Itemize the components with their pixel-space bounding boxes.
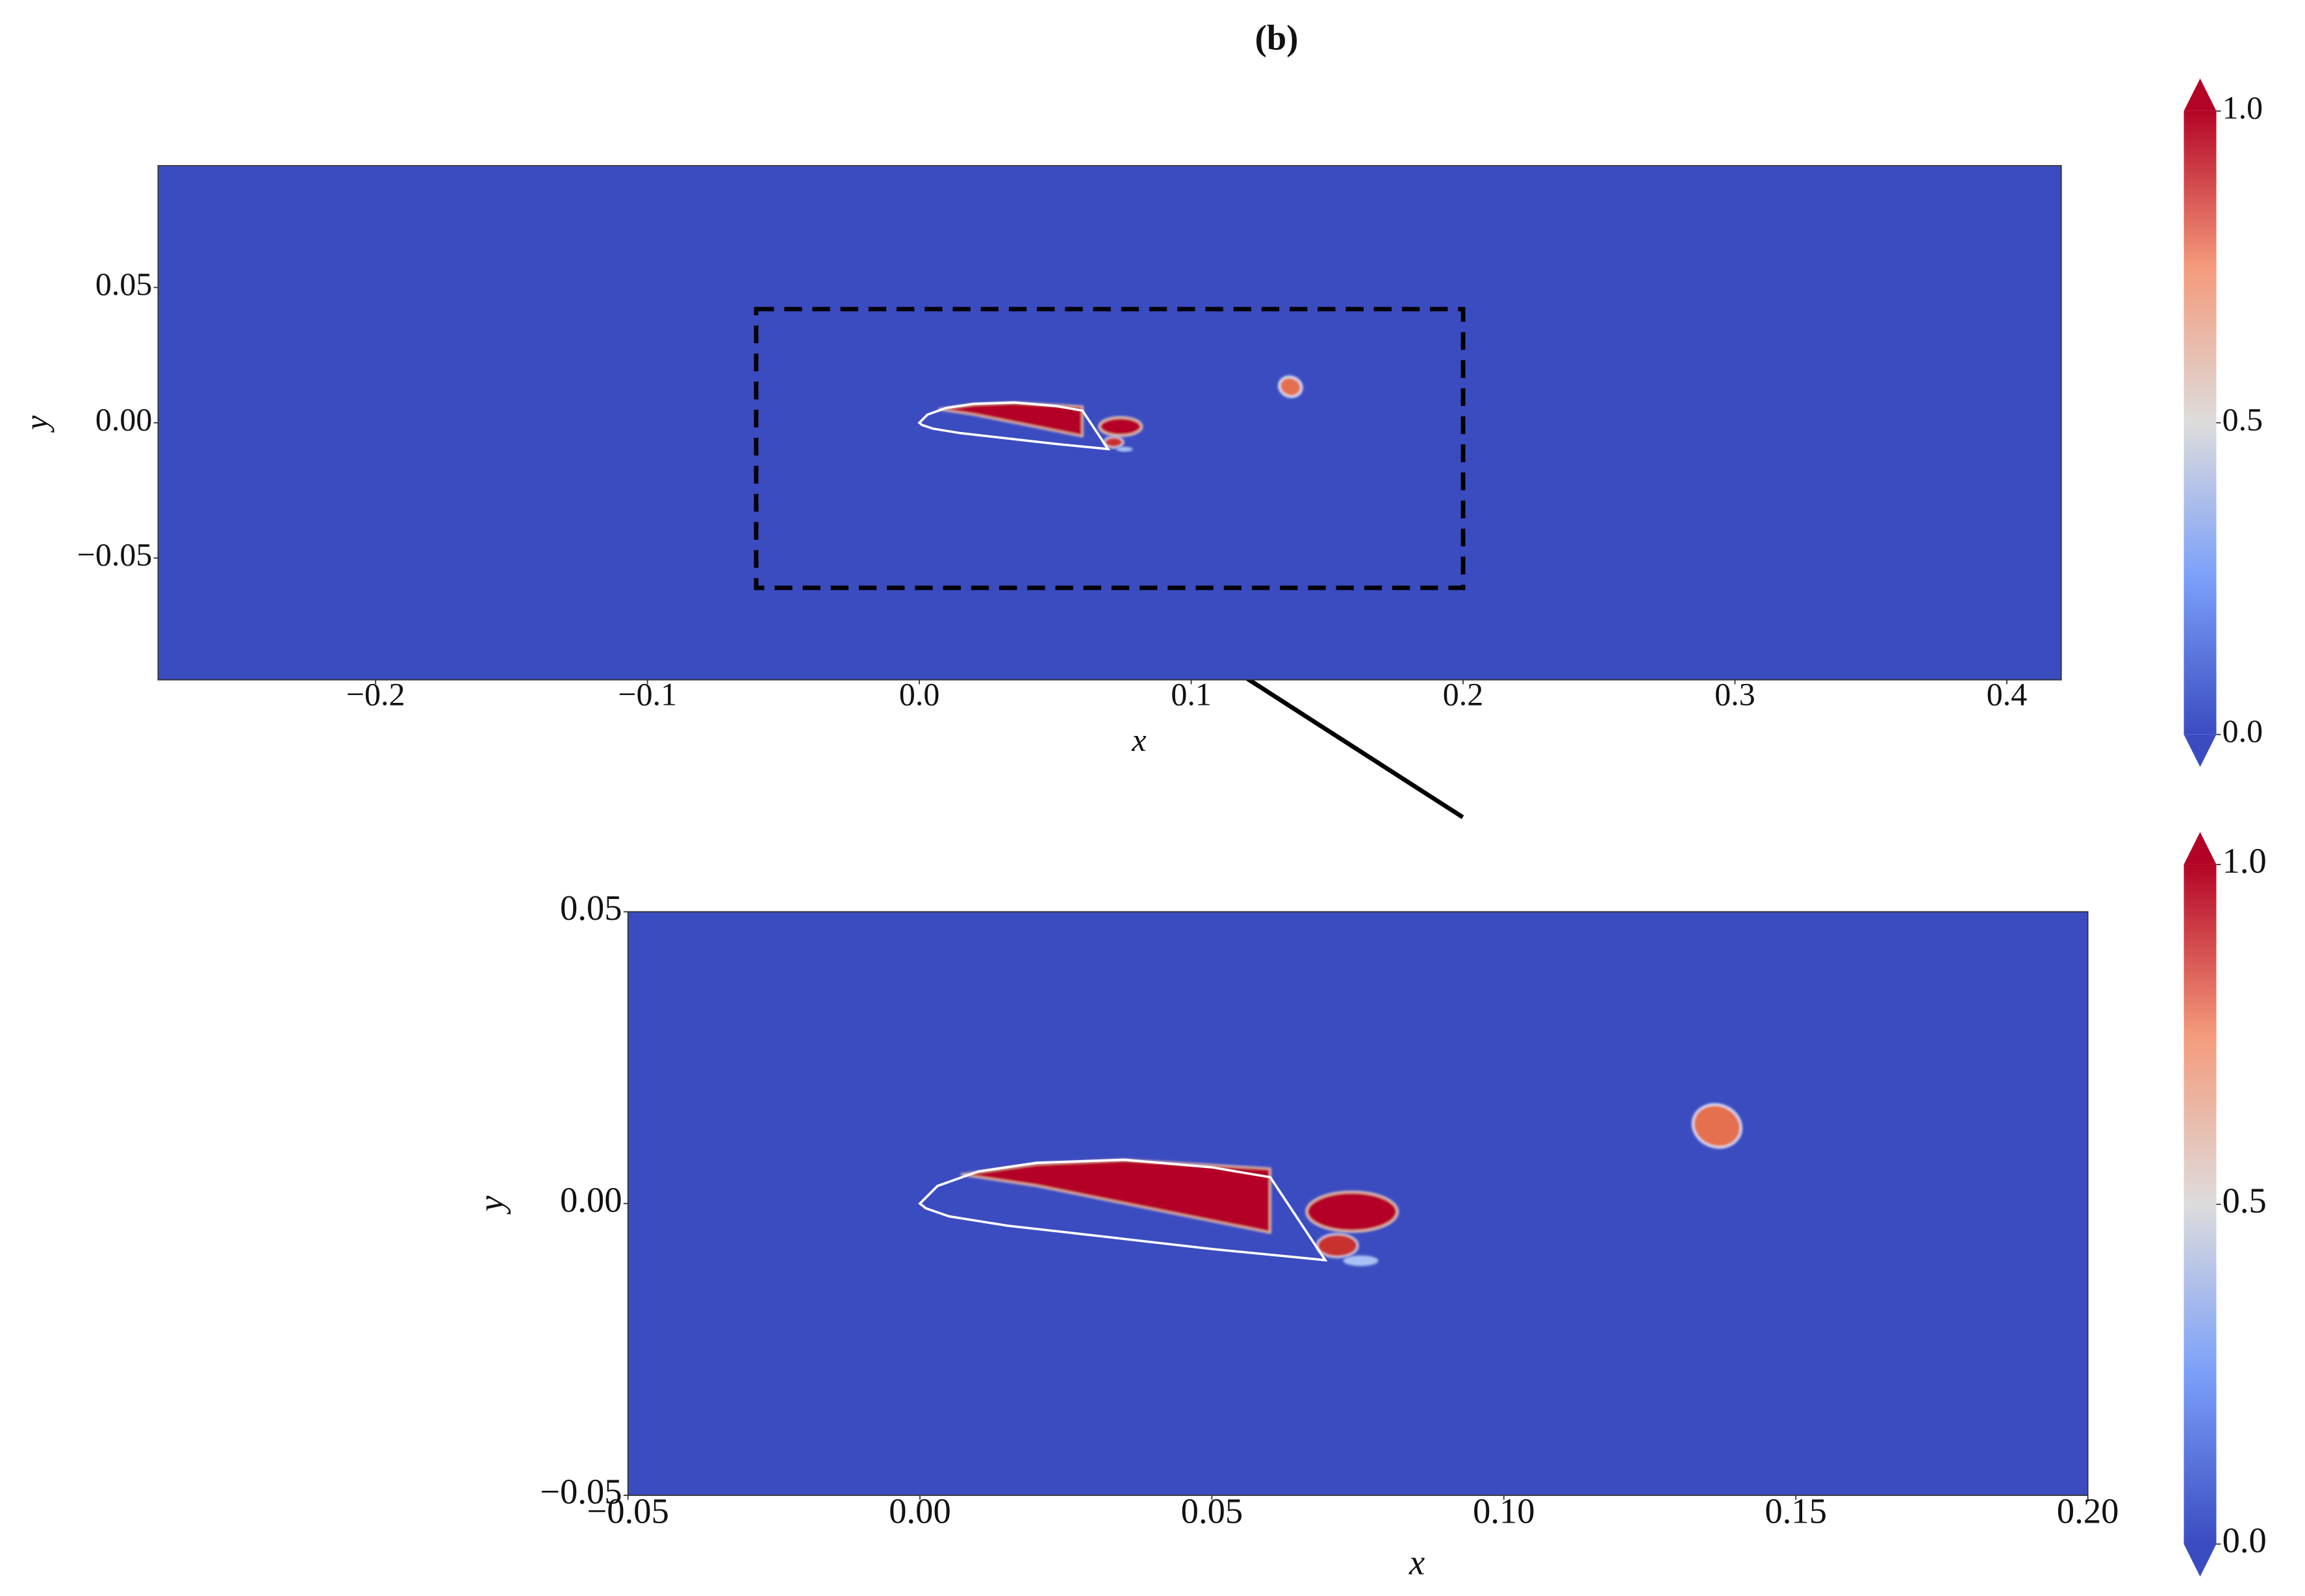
x-tick-label: 0.0 <box>899 676 940 713</box>
x-tick-label: −0.05 <box>587 1491 669 1531</box>
vapor-blob <box>1343 1255 1379 1266</box>
y-tick-label: −0.05 <box>540 1472 622 1512</box>
colorbar-extend-max <box>2184 831 2217 865</box>
hydrofoil <box>917 401 1111 451</box>
vapor-blob <box>1691 1103 1742 1149</box>
y-tick-label: 0.00 <box>560 1180 622 1219</box>
y-axis-label: y <box>18 415 55 433</box>
x-tick-label: 0.4 <box>1987 676 2028 713</box>
colorbar-extend-min <box>2184 1544 2217 1577</box>
colorbar-tick-label: 0.0 <box>2222 713 2263 749</box>
vapor-blob <box>1278 375 1303 398</box>
y-axis-label: y <box>471 1195 511 1215</box>
colorbar-extend-min <box>2184 734 2217 767</box>
hydrofoil <box>918 1158 1328 1262</box>
x-axis-label: x <box>1131 722 1146 758</box>
y-tick-label: 0.00 <box>96 401 153 437</box>
colorbar-tick-label: 0.0 <box>2222 1521 2267 1560</box>
vapor-blob <box>1116 446 1133 452</box>
colorbar-tick-label: 0.5 <box>2222 1180 2267 1220</box>
zoom-box <box>754 307 1466 590</box>
y-tick-label: −0.05 <box>77 537 153 573</box>
plot-area <box>158 166 2061 680</box>
x-tick-label: 0.2 <box>1443 676 1484 713</box>
figure-title: (b) <box>1255 18 1299 58</box>
x-tick-label: 0.05 <box>1181 1491 1243 1531</box>
colorbar <box>2184 864 2217 1545</box>
colorbar-tick-label: 0.5 <box>2222 401 2263 437</box>
colorbar-tick-label: 1.0 <box>2222 89 2263 125</box>
vapor-blob <box>1305 1191 1399 1233</box>
colorbar <box>2184 110 2217 735</box>
y-tick-label: 0.05 <box>560 888 622 928</box>
y-tick-label: 0.05 <box>96 266 153 302</box>
vapor-blob <box>1098 416 1143 437</box>
x-tick-label: 0.10 <box>1473 1491 1535 1531</box>
x-tick-label: −0.2 <box>346 676 405 713</box>
plot-area <box>628 911 2088 1495</box>
x-tick-label: −0.1 <box>618 676 677 713</box>
x-tick-label: 0.1 <box>1171 676 1212 713</box>
vapor-blob <box>1316 1233 1359 1258</box>
x-tick-label: 0.15 <box>1764 1491 1827 1531</box>
colorbar-tick-label: 1.0 <box>2222 841 2267 880</box>
x-tick-label: 0.20 <box>2057 1491 2119 1531</box>
x-tick-label: 0.00 <box>889 1491 951 1531</box>
x-axis-label: x <box>1408 1543 1425 1582</box>
x-tick-label: 0.3 <box>1714 676 1755 713</box>
colorbar-extend-max <box>2184 78 2217 111</box>
